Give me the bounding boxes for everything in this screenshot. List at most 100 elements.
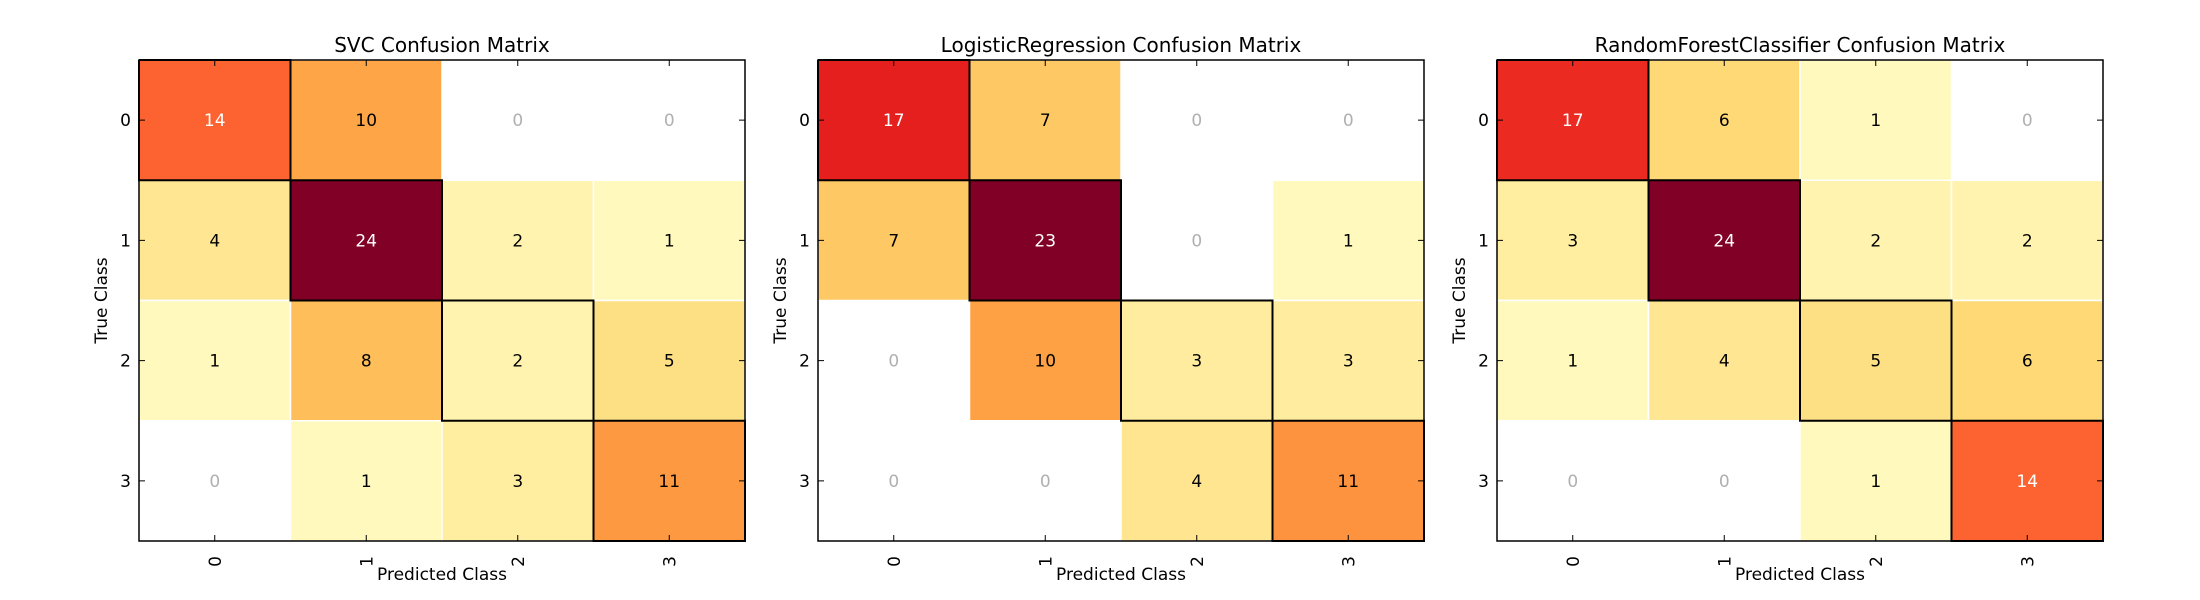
- cell-value-2-0: 1: [209, 352, 220, 372]
- chart-title: SVC Confusion Matrix: [334, 33, 550, 57]
- cell-value-1-0: 7: [888, 231, 899, 251]
- cell-value-0-2: 0: [512, 111, 523, 131]
- cell-3-2: [1120, 420, 1274, 542]
- cell-2-2: [1799, 299, 1953, 422]
- y-tick-label: 0: [1478, 111, 1489, 131]
- cell-value-2-0: 0: [888, 352, 899, 372]
- cell-0-0: [138, 59, 292, 181]
- cell-value-2-1: 4: [1719, 352, 1730, 372]
- x-tick-label: 2: [509, 556, 529, 567]
- x-tick-label: 0: [1564, 556, 1584, 567]
- cell-value-3-0: 0: [1567, 472, 1578, 492]
- cell-value-1-2: 2: [1870, 231, 1881, 251]
- y-tick-label: 0: [120, 111, 131, 131]
- cell-value-0-3: 0: [1343, 111, 1354, 131]
- y-axis-label: True Class: [92, 257, 112, 344]
- cell-value-2-2: 2: [512, 352, 523, 372]
- x-tick-label: 1: [357, 556, 377, 567]
- cell-value-0-3: 0: [2022, 111, 2033, 131]
- cell-value-3-0: 0: [209, 472, 220, 492]
- cell-0-1: [968, 59, 1122, 181]
- cell-value-3-3: 11: [658, 472, 680, 492]
- confusion-matrix-logistic-regression: 17 7 0 07 23 0 10 10 3 30 0 4 1100112233LogisticRegr…: [771, 33, 1425, 585]
- cell-value-2-1: 8: [361, 352, 372, 372]
- cell-value-0-2: 0: [1191, 111, 1202, 131]
- cell-value-2-2: 3: [1191, 352, 1202, 372]
- x-tick-label: 0: [885, 556, 905, 567]
- cell-1-0: [1496, 179, 1650, 302]
- x-axis-label: Predicted Class: [1056, 565, 1186, 585]
- cell-value-0-0: 17: [1562, 111, 1584, 131]
- y-axis-label: True Class: [771, 257, 791, 344]
- axes-frame: [138, 59, 746, 542]
- y-tick-label: 1: [1478, 231, 1489, 251]
- cell-value-0-0: 17: [883, 111, 905, 131]
- cell-value-1-1: 24: [355, 231, 377, 251]
- cell-0-1: [1647, 59, 1801, 181]
- cell-1-3: [592, 179, 746, 302]
- cell-2-1: [289, 299, 443, 422]
- cell-value-3-2: 1: [1870, 472, 1881, 492]
- cell-value-2-0: 1: [1567, 352, 1578, 372]
- cell-value-3-1: 1: [361, 472, 372, 492]
- cell-3-2: [441, 420, 595, 542]
- y-tick-label: 3: [120, 472, 131, 492]
- x-tick-label: 2: [1867, 556, 1887, 567]
- cell-value-3-1: 0: [1040, 472, 1051, 492]
- y-tick-label: 1: [799, 231, 810, 251]
- y-tick-label: 2: [120, 352, 131, 372]
- cell-value-1-2: 0: [1191, 231, 1202, 251]
- cell-value-1-3: 2: [2022, 231, 2033, 251]
- cell-2-1: [968, 299, 1122, 422]
- cell-value-2-2: 5: [1870, 352, 1881, 372]
- cell-value-0-3: 0: [664, 111, 675, 131]
- y-tick-label: 2: [1478, 352, 1489, 372]
- y-tick-label: 0: [799, 111, 810, 131]
- cell-value-1-1: 24: [1713, 231, 1735, 251]
- x-tick-label: 1: [1036, 556, 1056, 567]
- x-tick-label: 3: [2018, 556, 2038, 567]
- x-axis-label: Predicted Class: [377, 565, 507, 585]
- cell-value-2-3: 3: [1343, 352, 1354, 372]
- cell-3-3: [1950, 420, 2104, 542]
- cell-value-1-3: 1: [1343, 231, 1354, 251]
- cell-value-1-3: 1: [664, 231, 675, 251]
- y-tick-label: 3: [1478, 472, 1489, 492]
- cell-value-0-1: 6: [1719, 111, 1730, 131]
- cell-value-0-1: 10: [355, 111, 377, 131]
- cell-2-3: [592, 299, 746, 422]
- cell-1-3: [1271, 179, 1425, 302]
- cell-0-1: [289, 59, 443, 181]
- cell-value-1-0: 4: [209, 231, 220, 251]
- x-tick-label: 0: [206, 556, 226, 567]
- y-tick-label: 3: [799, 472, 810, 492]
- cell-value-3-2: 3: [512, 472, 523, 492]
- cell-0-2: [1799, 59, 1953, 181]
- cell-2-1: [1647, 299, 1801, 422]
- cell-value-3-3: 14: [2016, 472, 2038, 492]
- cell-value-2-3: 5: [664, 352, 675, 372]
- cell-value-3-3: 11: [1337, 472, 1359, 492]
- x-tick-label: 2: [1188, 556, 1208, 567]
- cell-2-3: [1950, 299, 2104, 422]
- cell-value-1-0: 3: [1567, 231, 1578, 251]
- x-axis-label: Predicted Class: [1735, 565, 1865, 585]
- cell-1-2: [441, 179, 595, 302]
- chart-title: RandomForestClassifier Confusion Matrix: [1595, 33, 2006, 57]
- cell-0-0: [817, 59, 971, 181]
- cell-value-0-1: 7: [1040, 111, 1051, 131]
- cell-value-1-1: 23: [1034, 231, 1056, 251]
- cell-value-3-1: 0: [1719, 472, 1730, 492]
- cell-value-2-3: 6: [2022, 352, 2033, 372]
- cell-1-0: [817, 179, 971, 302]
- x-tick-label: 1: [1715, 556, 1735, 567]
- cell-2-0: [138, 299, 292, 422]
- cell-value-0-0: 14: [204, 111, 226, 131]
- cell-2-3: [1271, 299, 1425, 422]
- cell-1-3: [1950, 179, 2104, 302]
- cell-value-3-0: 0: [888, 472, 899, 492]
- cell-value-3-2: 4: [1191, 472, 1202, 492]
- axes-frame: [1496, 59, 2104, 542]
